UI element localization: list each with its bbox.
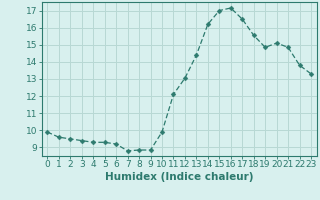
X-axis label: Humidex (Indice chaleur): Humidex (Indice chaleur)	[105, 172, 253, 182]
